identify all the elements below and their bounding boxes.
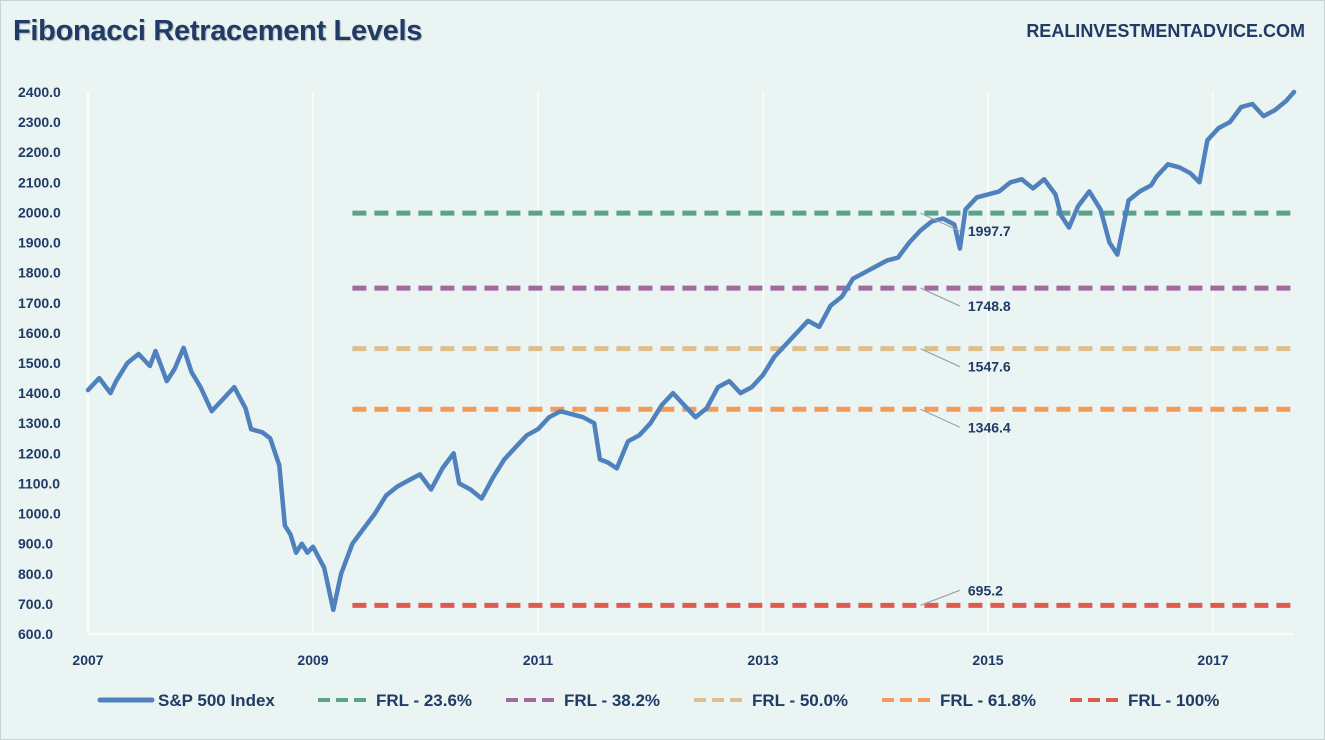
annotation-label-3: 1346.4 bbox=[968, 419, 1011, 435]
legend-label: S&P 500 Index bbox=[158, 691, 275, 710]
legend-label: FRL - 23.6% bbox=[376, 691, 472, 710]
y-tick-label: 1300.0 bbox=[18, 415, 61, 431]
source-label: REALINVESTMENTADVICE.COM bbox=[1026, 21, 1305, 41]
chart-title: Fibonacci Retracement Levels bbox=[13, 15, 423, 47]
y-tick-label: 1800.0 bbox=[18, 265, 61, 281]
y-tick-label: 2000.0 bbox=[18, 204, 61, 220]
y-tick-label: 1700.0 bbox=[18, 295, 61, 311]
annotation-label-0: 1997.7 bbox=[968, 223, 1011, 239]
y-tick-label: 1200.0 bbox=[18, 445, 61, 461]
y-tick-label: 2400.0 bbox=[18, 84, 61, 100]
x-tick-label: 2013 bbox=[747, 652, 778, 668]
y-tick-label: 900.0 bbox=[18, 536, 53, 552]
sp500-line bbox=[85, 89, 1297, 613]
y-tick-label: 700.0 bbox=[18, 596, 53, 612]
y-tick-label: 800.0 bbox=[18, 566, 53, 582]
y-tick-label: 1100.0 bbox=[18, 475, 60, 491]
legend-label: FRL - 61.8% bbox=[940, 691, 1036, 710]
legend-label: FRL - 100% bbox=[1128, 691, 1219, 710]
annotation-leader-4 bbox=[920, 589, 961, 606]
legend-label: FRL - 38.2% bbox=[564, 691, 660, 710]
x-tick-label: 2017 bbox=[1197, 652, 1228, 668]
x-tick-label: 2007 bbox=[72, 652, 103, 668]
x-tick-label: 2011 bbox=[523, 652, 554, 668]
annotation-leader-1 bbox=[920, 287, 961, 307]
annotation-leader-2 bbox=[920, 348, 961, 368]
annotation-label-1: 1748.8 bbox=[968, 298, 1011, 314]
annotation-label-4: 695.2 bbox=[968, 582, 1003, 598]
x-tick-label: 2009 bbox=[297, 652, 328, 668]
y-tick-label: 1600.0 bbox=[18, 325, 61, 341]
x-tick-label: 2015 bbox=[972, 652, 1003, 668]
y-tick-label: 600.0 bbox=[18, 626, 53, 642]
annotation-leader-0 bbox=[920, 212, 961, 232]
y-tick-label: 1500.0 bbox=[18, 355, 61, 371]
y-tick-label: 1900.0 bbox=[18, 235, 61, 251]
y-tick-label: 2100.0 bbox=[18, 174, 61, 190]
y-tick-label: 2300.0 bbox=[18, 114, 61, 130]
y-tick-label: 2200.0 bbox=[18, 144, 61, 160]
y-tick-label: 1000.0 bbox=[18, 506, 61, 522]
annotation-leader-3 bbox=[920, 408, 961, 428]
y-tick-label: 1400.0 bbox=[18, 385, 61, 401]
annotation-label-2: 1547.6 bbox=[968, 359, 1011, 375]
legend-label: FRL - 50.0% bbox=[752, 691, 848, 710]
